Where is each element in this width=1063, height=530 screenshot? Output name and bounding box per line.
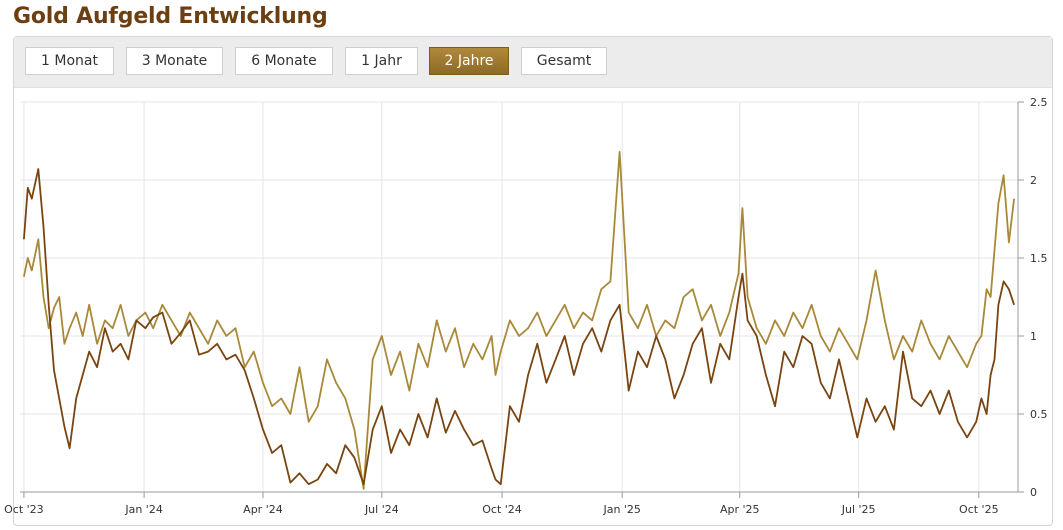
y-tick-label: 2.5 <box>1030 96 1048 109</box>
series-line-0 <box>23 168 1015 486</box>
x-tick-label: Oct '24 <box>482 503 522 516</box>
y-tick-label: 0 <box>1030 486 1037 499</box>
x-tick-label: Apr '24 <box>243 503 283 516</box>
x-tick-label: Apr '25 <box>720 503 760 516</box>
axes: 0 0.5 1 1.5 2 2.5 Oct '23 Jan '24 Apr '24 Jul '24… <box>4 96 1047 516</box>
range-button-2-years[interactable]: 2 Jahre <box>429 47 509 75</box>
range-button-3-months[interactable]: 3 Monate <box>126 47 223 75</box>
series-layer <box>23 150 1015 490</box>
range-toolbar: 1 Monat 3 Monate 6 Monate 1 Jahr 2 Jahre… <box>14 37 1052 88</box>
x-tick-label: Jul '25 <box>841 503 876 516</box>
range-button-1-month[interactable]: 1 Monat <box>25 47 114 75</box>
y-tick-label: 1 <box>1030 330 1037 343</box>
page-title: Gold Aufgeld Entwicklung <box>13 4 328 29</box>
range-button-1-year[interactable]: 1 Jahr <box>345 47 418 75</box>
chart-container <box>13 36 1053 526</box>
range-button-all[interactable]: Gesamt <box>521 47 607 75</box>
x-tick-label: Jan '25 <box>602 503 640 516</box>
x-tick-label: Oct '23 <box>4 503 44 516</box>
range-button-6-months[interactable]: 6 Monate <box>235 47 333 75</box>
series-line-1 <box>23 150 1015 490</box>
y-tick-label: 1.5 <box>1030 252 1048 265</box>
y-tick-label: 0.5 <box>1030 408 1048 421</box>
x-tick-label: Oct '25 <box>959 503 999 516</box>
x-tick-label: Jul '24 <box>364 503 399 516</box>
y-tick-label: 2 <box>1030 174 1037 187</box>
grid <box>20 101 1018 493</box>
x-tick-label: Jan '24 <box>124 503 162 516</box>
